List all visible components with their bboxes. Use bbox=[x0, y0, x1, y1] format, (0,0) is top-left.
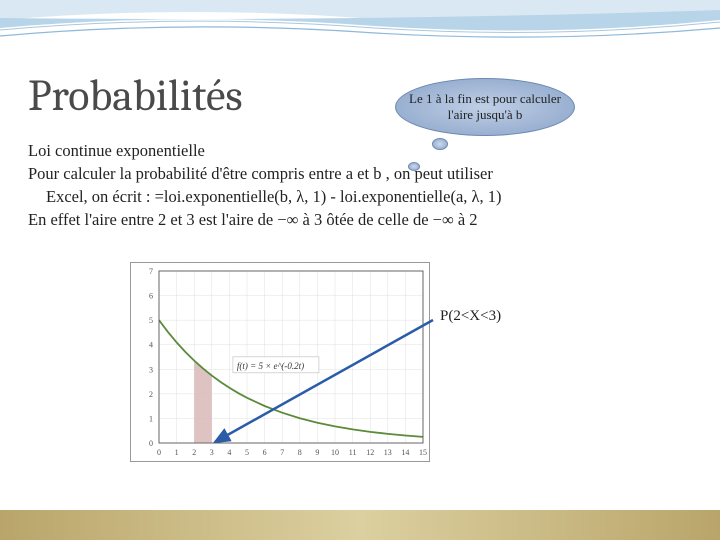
exponential-chart: 012345678910111213141501234567f(t) = 5 ×… bbox=[130, 262, 430, 462]
footer-bar bbox=[0, 510, 720, 540]
svg-text:11: 11 bbox=[349, 448, 357, 457]
svg-text:15: 15 bbox=[419, 448, 427, 457]
svg-text:6: 6 bbox=[263, 448, 267, 457]
svg-text:f(t) = 5 × e^(-0.2t): f(t) = 5 × e^(-0.2t) bbox=[237, 361, 304, 371]
svg-text:5: 5 bbox=[245, 448, 249, 457]
probability-annotation: P(2<X<3) bbox=[440, 308, 501, 325]
body-text: Loi continue exponentielle Pour calculer… bbox=[28, 140, 698, 232]
thought-bubble: Le 1 à la fin est pour calculer l'aire j… bbox=[395, 78, 575, 136]
svg-text:0: 0 bbox=[157, 448, 161, 457]
svg-text:10: 10 bbox=[331, 448, 339, 457]
svg-text:2: 2 bbox=[149, 390, 153, 399]
svg-text:9: 9 bbox=[315, 448, 319, 457]
chart-svg: 012345678910111213141501234567f(t) = 5 ×… bbox=[131, 263, 431, 463]
svg-text:7: 7 bbox=[149, 267, 153, 276]
svg-text:14: 14 bbox=[401, 448, 409, 457]
body-line: Excel, on écrit : =loi.exponentielle(b, … bbox=[28, 186, 698, 207]
svg-text:8: 8 bbox=[298, 448, 302, 457]
body-line: En effet l'aire entre 2 et 3 est l'aire … bbox=[28, 209, 698, 230]
subtitle: Loi continue exponentielle bbox=[28, 140, 698, 161]
svg-text:5: 5 bbox=[149, 316, 153, 325]
svg-text:13: 13 bbox=[384, 448, 392, 457]
svg-text:1: 1 bbox=[175, 448, 179, 457]
svg-text:0: 0 bbox=[149, 439, 153, 448]
svg-text:4: 4 bbox=[149, 341, 153, 350]
svg-text:7: 7 bbox=[280, 448, 284, 457]
svg-text:3: 3 bbox=[210, 448, 214, 457]
thought-bubble-text: Le 1 à la fin est pour calculer l'aire j… bbox=[406, 91, 564, 122]
svg-text:4: 4 bbox=[227, 448, 231, 457]
svg-text:2: 2 bbox=[192, 448, 196, 457]
svg-text:1: 1 bbox=[149, 414, 153, 423]
page-title: Probabilités bbox=[28, 70, 243, 121]
svg-text:6: 6 bbox=[149, 292, 153, 301]
body-line: Pour calculer la probabilité d'être comp… bbox=[28, 163, 698, 184]
svg-text:12: 12 bbox=[366, 448, 374, 457]
svg-text:3: 3 bbox=[149, 365, 153, 374]
decorative-wave bbox=[0, 0, 720, 60]
